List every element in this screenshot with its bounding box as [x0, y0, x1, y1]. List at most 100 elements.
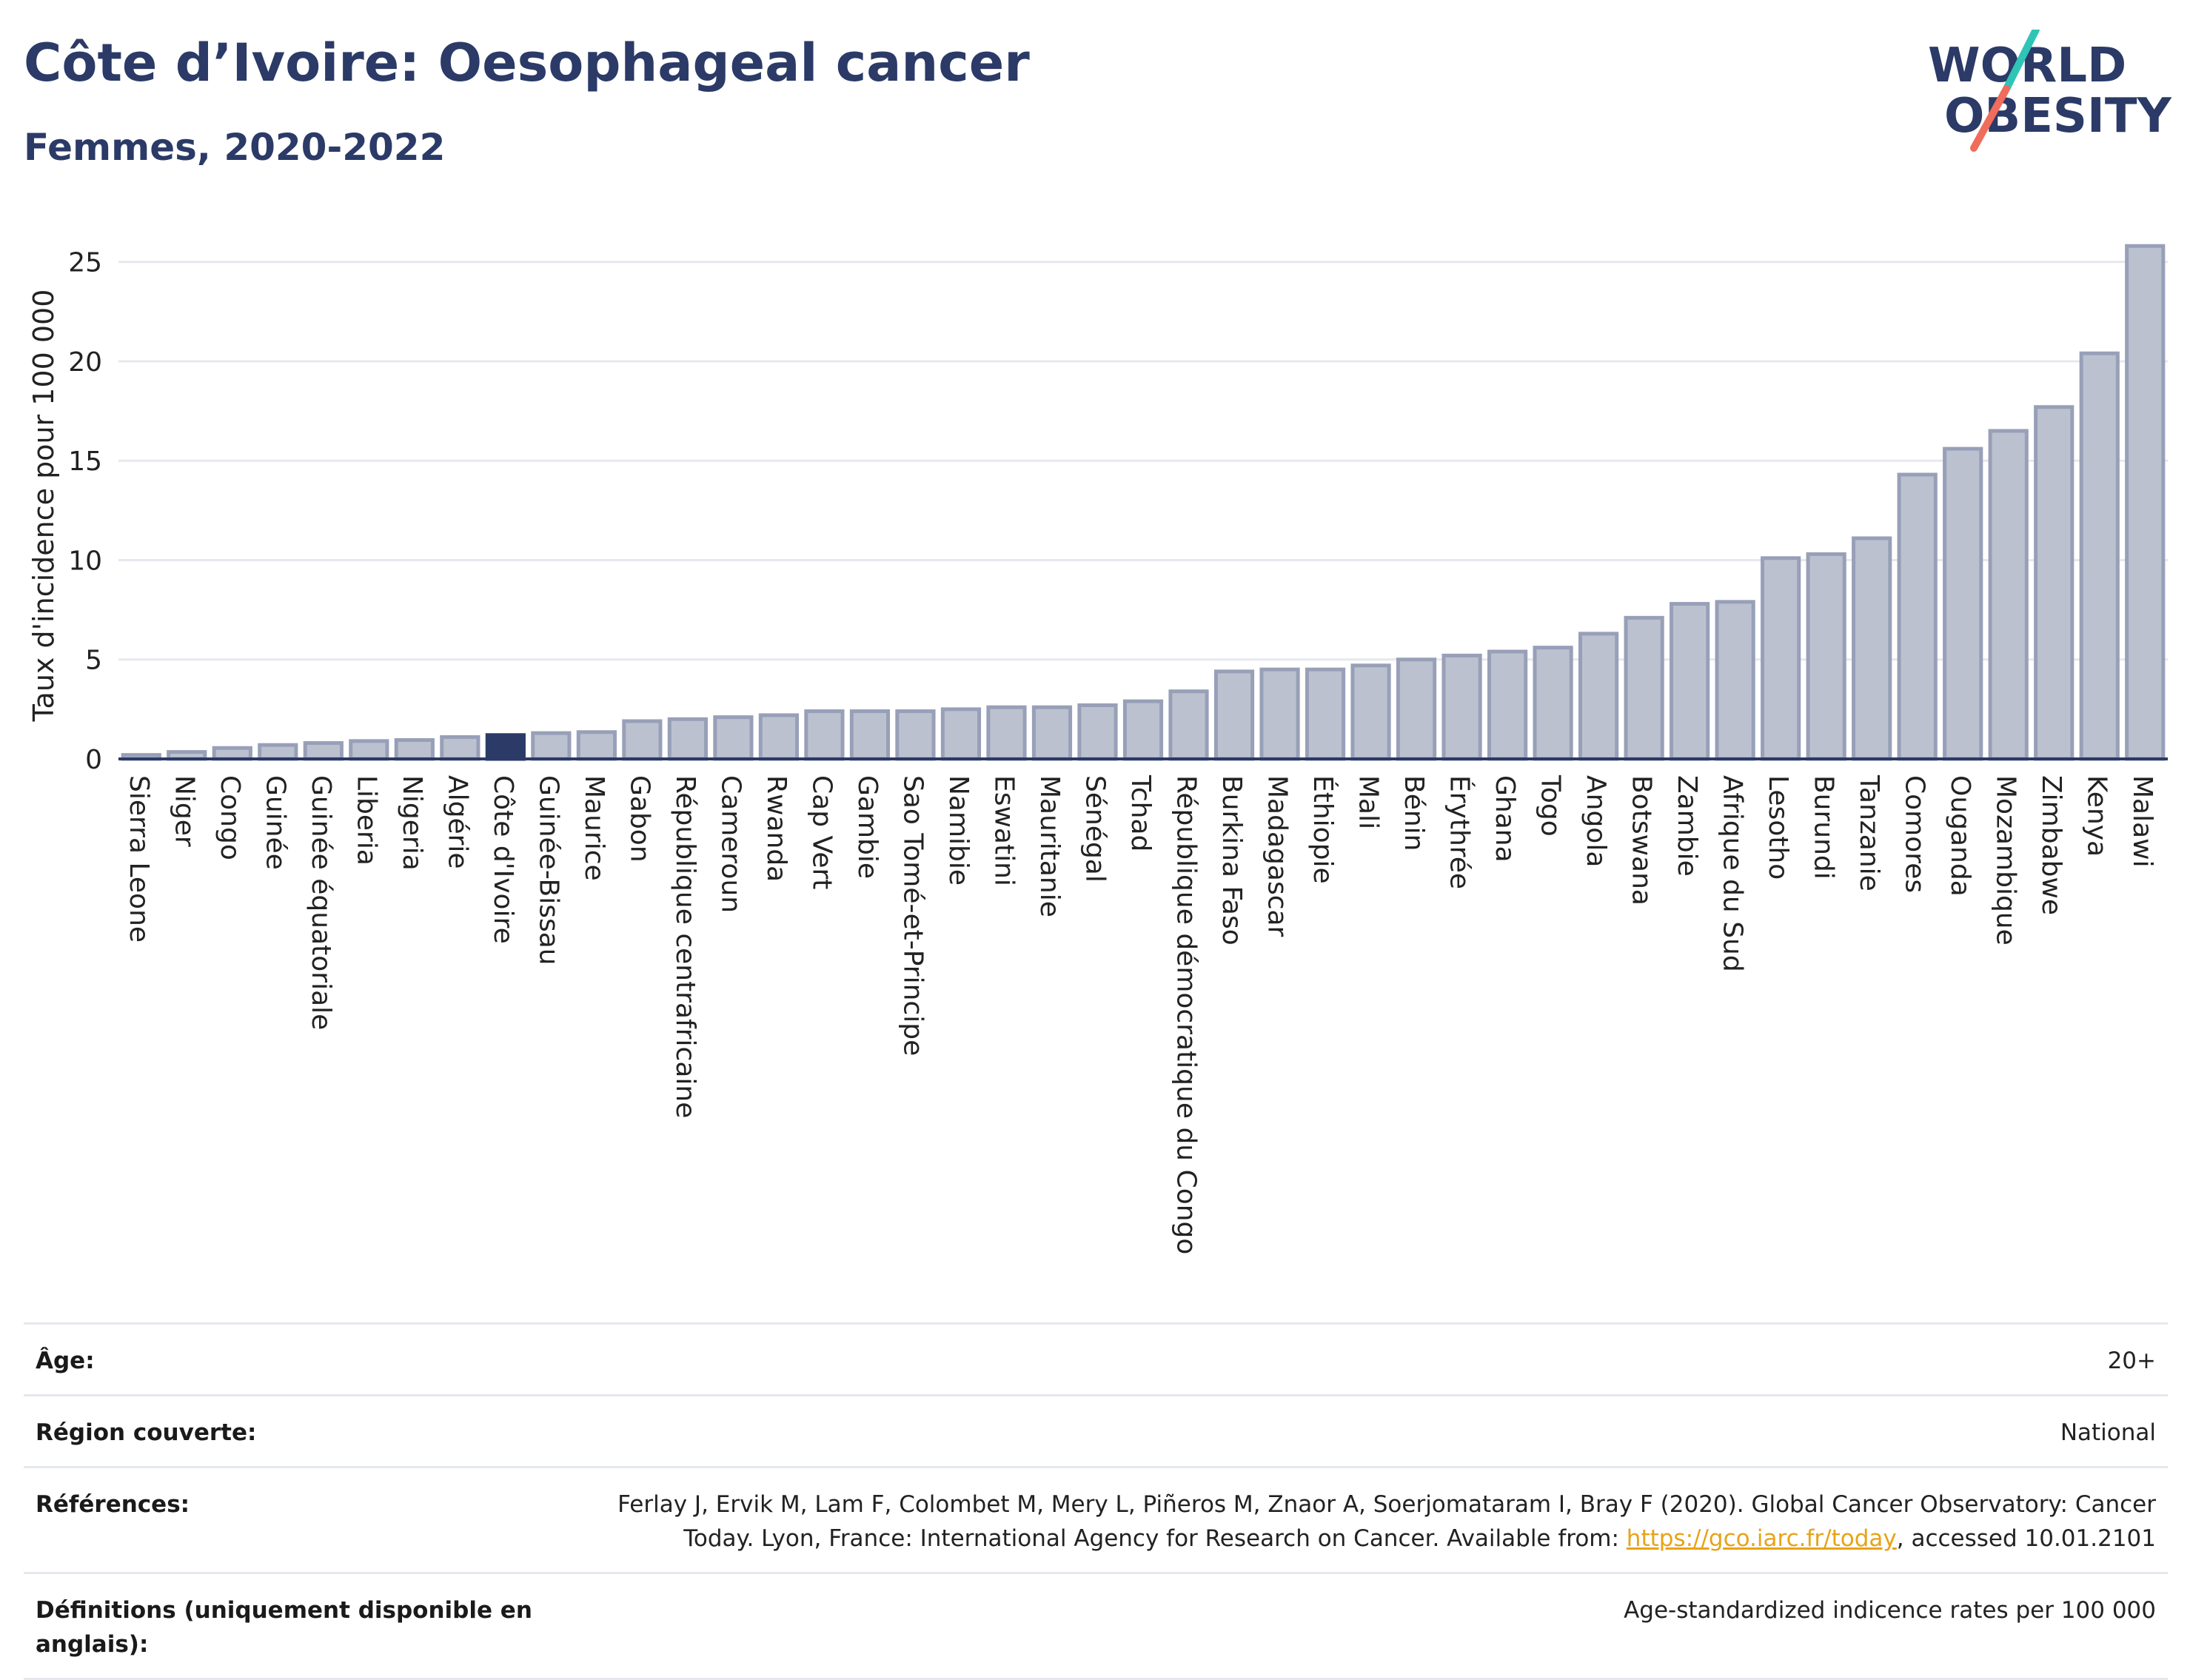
bar--thiopie	[1305, 667, 1346, 761]
bar-ouganda	[1943, 446, 1983, 761]
x-tick-label: Togo	[1536, 774, 1566, 837]
y-tick-label: 10	[68, 546, 102, 576]
chart-subtitle: Femmes, 2020-2022	[24, 126, 446, 169]
bar-c-te-d-ivoire	[485, 733, 526, 761]
bar-tanzanie	[1852, 536, 1892, 761]
bars	[121, 244, 2166, 761]
meta-row-references: Références: Ferlay J, Ervik M, Lam F, Co…	[24, 1466, 2168, 1572]
meta-row-definitions: Définitions (uniquement disponible en an…	[24, 1572, 2168, 1680]
x-tick-label: Angola	[1581, 775, 1611, 867]
bar-lesotho	[1761, 556, 1801, 761]
bar-namibie	[940, 707, 982, 761]
bar-zimbabwe	[2034, 405, 2075, 761]
bar-cap-vert	[804, 709, 845, 761]
x-tick-label: Maurice	[579, 775, 609, 881]
x-tick-label: Gambie	[852, 775, 883, 879]
x-tick-label: Gabon	[624, 775, 654, 863]
x-tick-label: République démocratique du Congo	[1171, 775, 1202, 1254]
meta-value-region: National	[2060, 1419, 2156, 1446]
bar-nigeria	[394, 737, 435, 761]
x-tick-label: Ouganda	[1945, 775, 1975, 897]
x-tick-label: Tanzanie	[1854, 774, 1884, 891]
logo-slash-bottom	[1970, 85, 2010, 152]
x-tick-label: Algérie	[442, 775, 472, 869]
bar-mali	[1350, 663, 1391, 761]
bar-s-n-gal	[1077, 703, 1118, 761]
y-tick-label: 5	[85, 646, 102, 676]
x-tick-label: Guinée équatoriale	[306, 775, 336, 1030]
logo-slash-top	[2003, 30, 2040, 93]
bar-cameroun	[713, 715, 754, 761]
references-link[interactable]: https://gco.iarc.fr/today	[1626, 1525, 1897, 1552]
x-tick-label: Mozambique	[1991, 775, 2021, 946]
bar-alg-rie	[440, 734, 480, 761]
bar-congo	[212, 746, 252, 761]
bar-afrique-du-sud	[1715, 600, 1755, 761]
meta-value-definitions: Age-standardized indicence rates per 100…	[1624, 1597, 2156, 1624]
x-tick-label: Lesotho	[1763, 775, 1793, 880]
metadata-table: Âge: 20+ Région couverte: National Référ…	[24, 1322, 2168, 1680]
x-tick-label: Guinée	[260, 775, 290, 870]
x-tick-label: Burkina Faso	[1216, 775, 1247, 946]
meta-value-references: Ferlay J, Ervik M, Lam F, Colombet M, Me…	[617, 1487, 2156, 1556]
x-tick-label: Nigeria	[397, 775, 427, 871]
bar-eswatini	[986, 705, 1027, 761]
bar-botswana	[1624, 615, 1664, 761]
bar-burkina-faso	[1213, 669, 1255, 761]
x-tick-label: Mali	[1353, 775, 1384, 829]
bar-guin-e-bissau	[531, 731, 572, 761]
x-tick-label: Sierra Leone	[124, 775, 154, 943]
x-tick-label: Mauritanie	[1034, 775, 1065, 917]
x-tick-label: Éthiopie	[1307, 775, 1339, 884]
x-tick-label: Madagascar	[1262, 775, 1293, 937]
x-tick-label: Congo	[215, 775, 245, 860]
bar-madagascar	[1259, 667, 1300, 761]
bar-b-nin	[1396, 657, 1437, 761]
x-tick-label: Côte d'Ivoire	[488, 775, 518, 944]
bar-burundi	[1806, 552, 1846, 761]
x-tick-label: Burundi	[1809, 775, 1839, 880]
bar-r-publique-centrafricaine	[667, 717, 708, 761]
references-line2-pre: Today. Lyon, France: International Agenc…	[683, 1525, 1627, 1552]
bar-tchad	[1122, 699, 1164, 761]
x-tick-label: Kenya	[2082, 775, 2112, 857]
x-tick-label: Érythrée	[1444, 775, 1476, 889]
meta-label-region: Région couverte:	[36, 1419, 257, 1446]
x-tick-label: Afrique du Sud	[1718, 775, 1748, 972]
bar-kenya	[2079, 351, 2120, 761]
x-tick-label: Tchad	[1125, 774, 1156, 851]
bar-maurice	[576, 730, 617, 761]
x-axis-labels: Sierra Leone Niger Congo Guinée Guinée équat…	[124, 774, 2157, 1254]
y-tick-label: 20	[68, 347, 102, 378]
references-line1: Ferlay J, Ervik M, Lam F, Colombet M, Me…	[617, 1491, 2156, 1518]
y-tick-label: 15	[68, 446, 102, 477]
x-tick-label: Cap Vert	[806, 775, 837, 889]
x-tick-label: Sénégal	[1079, 775, 1110, 883]
world-obesity-logo: WORLD OBESITY	[1928, 30, 2171, 152]
bar--rythr-e	[1441, 653, 1482, 761]
bar-mozambique	[1988, 429, 2029, 761]
x-tick-label: Cameroun	[715, 775, 746, 913]
x-tick-label: Guinée-Bissau	[533, 775, 563, 966]
bar-sao-tom-et-principe	[895, 709, 936, 761]
x-tick-label: Bénin	[1399, 775, 1429, 851]
bar-zambie	[1670, 602, 1710, 761]
x-tick-label: Namibie	[943, 775, 974, 886]
x-tick-label: Botswana	[1627, 775, 1657, 906]
y-tick-label: 0	[85, 745, 102, 775]
meta-row-age: Âge: 20+	[24, 1322, 2168, 1394]
bar-guin-e	[258, 743, 298, 761]
meta-label-age: Âge:	[36, 1348, 95, 1374]
x-tick-label: Eswatini	[988, 775, 1019, 886]
x-tick-label: Comores	[1900, 775, 1930, 893]
meta-value-age: 20+	[2107, 1348, 2156, 1374]
bar-guin-e-quatoriale	[303, 741, 344, 761]
references-line2-post: , accessed 10.01.2101	[1896, 1525, 2156, 1552]
x-tick-label: Zimbabwe	[2036, 775, 2066, 915]
y-axis-title: Taux d'incidence pour 100 000	[27, 290, 60, 723]
bar-mauritanie	[1031, 705, 1073, 761]
x-tick-label: Rwanda	[761, 775, 791, 882]
y-tick-label: 25	[68, 248, 102, 278]
x-tick-label: Liberia	[351, 775, 381, 866]
bar-liberia	[349, 739, 389, 761]
